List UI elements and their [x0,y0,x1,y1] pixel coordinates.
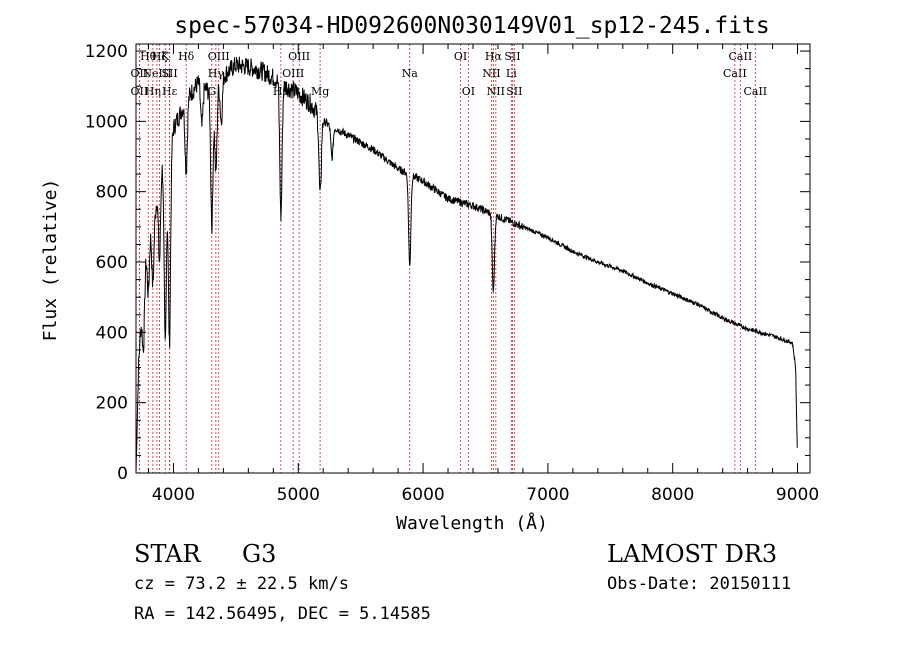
y-tick-label-400: 400 [96,323,128,343]
line-label-CaII: CaII [743,85,767,98]
line-label-OI: OI [462,85,475,98]
y-tick-label-600: 600 [96,253,128,273]
line-label-SII: SII [161,67,177,80]
x-axis-label: Wavelength (Å) [396,512,548,534]
line-label-Na: Na [402,67,419,80]
line-label-NII: NII [482,67,500,80]
line-label-CaII: CaII [723,67,747,80]
x-tick-label-5000: 5000 [277,485,320,505]
redshift-velocity: cz = 73.2 ± 22.5 km/s [134,574,349,594]
observation-date: Obs-Date: 20150111 [607,574,792,594]
x-tick-label-9000: 9000 [776,485,819,505]
y-tick-label-200: 200 [96,394,128,414]
coordinates: RA = 142.56495, DEC = 5.14585 [134,604,431,624]
line-label-CaII: CaII [729,50,753,63]
line-label-G: G [207,85,216,98]
x-tick-label-7000: 7000 [526,485,569,505]
line-label-OIII: OIII [282,67,304,80]
x-tick-label-4000: 4000 [152,485,195,505]
line-label-NII: NII [487,85,505,98]
y-tick-label-1000: 1000 [85,112,128,132]
object-class: STAR [134,540,201,568]
line-label-Mg: Mg [311,85,329,98]
line-label-Li: Li [506,67,517,80]
line-label-OIII: OIII [208,50,230,63]
line-label-Hα: Hα [485,50,503,63]
line-label-Hζ: Hζ [152,50,168,63]
line-label-Hγ: Hγ [208,67,225,80]
line-label-Hδ: Hδ [178,50,195,63]
line-label-Hε: Hε [162,85,178,98]
x-tick-label-6000: 6000 [401,485,444,505]
line-label-SII: SII [506,85,522,98]
chart-title: spec-57034-HD092600N030149V01_sp12-245.f… [174,13,769,39]
line-label-SII: SII [504,50,520,63]
line-label-OII: OII [131,85,149,98]
line-label-Hη: Hη [145,85,161,98]
x-tick-label-8000: 8000 [651,485,694,505]
line-label-NeIII: NeIII [142,67,171,80]
survey-name: LAMOST DR3 [607,540,778,568]
line-label-K: K [161,50,170,63]
line-label-OI: OI [454,50,467,63]
object-subclass: G3 [242,540,277,568]
line-label-OIII: OIII [288,50,310,63]
y-axis-label: Flux (relative) [40,179,61,342]
y-tick-label-800: 800 [96,183,128,203]
y-tick-label-1200: 1200 [85,42,128,62]
y-tick-label-0: 0 [117,464,128,484]
plot-frame [135,43,811,474]
spectrum-line [135,56,798,474]
